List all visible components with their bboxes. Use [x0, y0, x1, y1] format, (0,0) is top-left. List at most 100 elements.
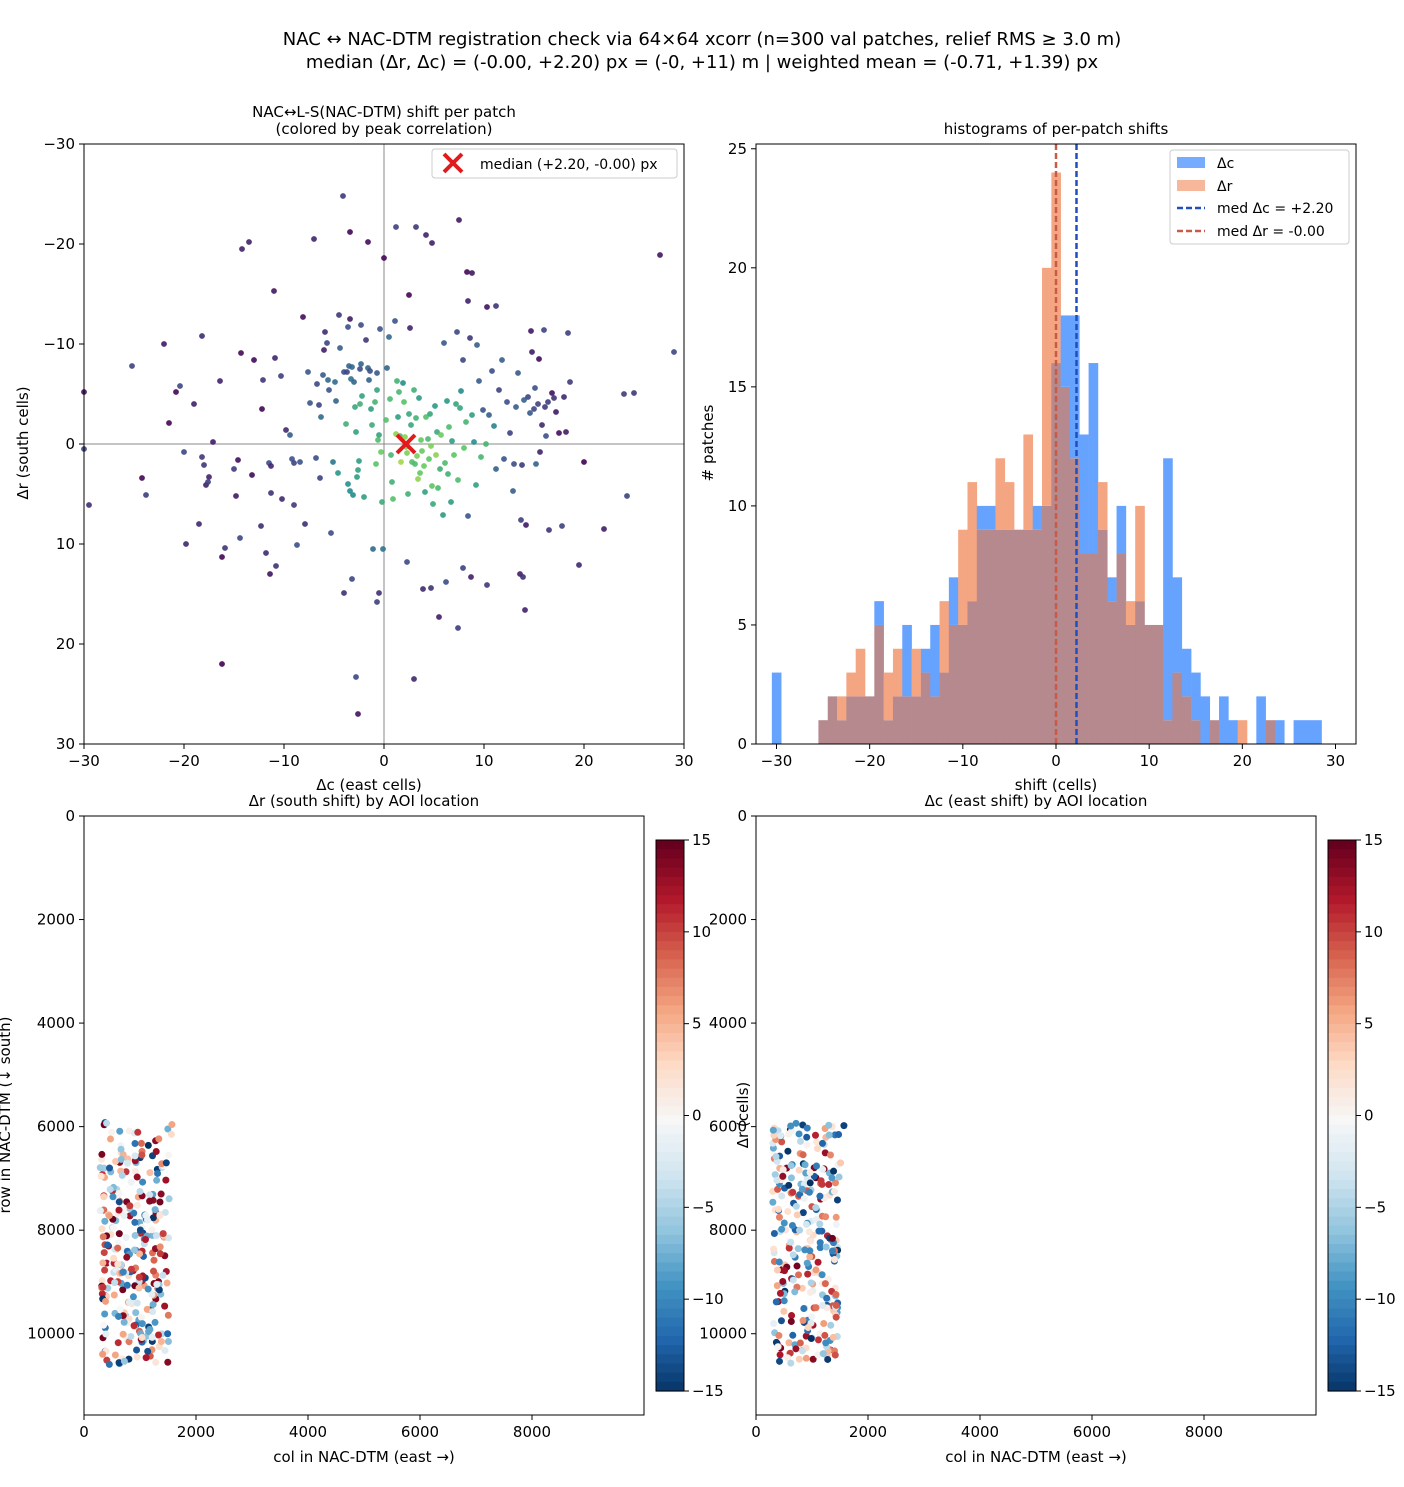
scatter-point	[388, 452, 394, 458]
scatter-point	[183, 541, 189, 547]
scatter-point	[406, 411, 412, 417]
map-dr-colorbar-step	[656, 986, 684, 997]
scatter-point	[328, 530, 334, 536]
hist-bar-overlap	[1265, 720, 1276, 744]
map-dc-point	[832, 1301, 840, 1309]
scatter-point	[206, 474, 212, 480]
scatter-point	[291, 460, 297, 466]
scatter-point	[528, 328, 534, 334]
scatter-point	[326, 387, 332, 393]
map-dc-cbar-tick-label: −10	[1364, 1290, 1396, 1308]
map-dc-point	[770, 1230, 778, 1238]
map-dc-point	[784, 1208, 792, 1216]
map-dc-point	[806, 1288, 814, 1296]
map-dc-point	[812, 1304, 820, 1312]
hist-bar-dc	[1256, 696, 1266, 744]
scatter-point	[520, 574, 526, 580]
scatter-point	[408, 422, 414, 428]
map-dc-point	[777, 1132, 785, 1140]
hist-bar-overlap	[837, 720, 847, 744]
scatter-point	[345, 481, 351, 487]
map-dc-point	[804, 1324, 812, 1332]
hist-bar-overlap	[1042, 505, 1052, 744]
scatter-point	[417, 470, 423, 476]
hist-bar-dc	[1079, 434, 1089, 554]
scatter-point	[404, 450, 410, 456]
scatter-point	[515, 370, 521, 376]
map-dr-point	[123, 1281, 131, 1289]
map-dr-point	[153, 1280, 161, 1288]
scatter-point	[344, 369, 350, 375]
scatter-point	[86, 502, 92, 508]
scatter-point	[260, 377, 266, 383]
scatter-point	[563, 429, 569, 435]
map-dc-point	[772, 1298, 780, 1306]
scatter-point	[449, 438, 455, 444]
map-dc-colorbar-step	[1328, 977, 1356, 988]
map-dc-point	[785, 1244, 793, 1252]
map-dc-point	[774, 1205, 782, 1213]
map-dr-point	[97, 1172, 105, 1180]
map-dr-point	[114, 1339, 122, 1347]
hist-bar-overlap	[1060, 386, 1071, 744]
hist-bar-dc	[1088, 363, 1099, 554]
scatter-point	[377, 326, 383, 332]
hist-bar-dc	[1060, 315, 1071, 387]
map-dc-point	[827, 1321, 835, 1329]
map-dc-point	[779, 1166, 787, 1174]
map-dc-point	[833, 1196, 841, 1204]
hist-bar-overlap	[846, 696, 856, 744]
map-dc-colorbar-step	[1328, 1023, 1356, 1034]
scatter-point	[533, 461, 539, 467]
map-dr-point	[116, 1127, 124, 1135]
scatter-point	[456, 217, 462, 223]
scatter-point	[443, 579, 449, 585]
map-dc-point	[806, 1168, 814, 1176]
scatter-point	[395, 414, 401, 420]
map-dr-point	[101, 1266, 109, 1274]
map-dr-point	[150, 1267, 158, 1275]
hist-bar-overlap	[1181, 696, 1192, 744]
map-dr-point	[146, 1197, 154, 1205]
map-dr-colorbar-step	[656, 876, 684, 887]
scatter-xtick-label: −20	[168, 752, 200, 770]
scatter-point	[374, 599, 380, 605]
scatter-point	[332, 379, 338, 385]
map-dr-colorbar-step	[656, 1372, 684, 1383]
map-dr-colorbar-step	[656, 1170, 684, 1181]
scatter-point	[523, 522, 529, 528]
map-dr-colorbar: −15 −10 −5 0 5 10 15	[655, 831, 724, 1400]
map-dr-xtick-label: 0	[79, 1423, 89, 1441]
hist-bar-overlap	[883, 720, 894, 744]
scatter-point	[400, 380, 406, 386]
scatter-point	[468, 574, 474, 580]
scatter-point	[199, 454, 205, 460]
map-dr-point	[102, 1330, 110, 1338]
map-dc-point	[802, 1354, 810, 1362]
map-dc-point	[779, 1172, 787, 1180]
map-dr-colorbar-step	[656, 1345, 684, 1355]
scatter-point	[272, 355, 278, 361]
scatter-point	[349, 576, 355, 582]
map-dr-colorbar-step	[656, 1253, 684, 1264]
map-dc-point	[816, 1192, 824, 1200]
scatter-point	[320, 372, 326, 378]
scatter-point	[317, 475, 323, 481]
map-dr-point	[152, 1358, 160, 1366]
map-dc-point	[791, 1288, 799, 1296]
scatter-xtick-label: 20	[574, 752, 593, 770]
scatter-point	[404, 559, 410, 565]
map-dc-point	[800, 1195, 808, 1203]
map-dc-point	[770, 1320, 778, 1328]
map-dr-point	[106, 1164, 114, 1172]
map-dr-colorbar-step	[656, 959, 684, 970]
map-dr-point	[156, 1243, 164, 1251]
scatter-point	[471, 439, 477, 445]
scatter-point	[273, 563, 279, 569]
scatter-point	[428, 585, 434, 591]
map-dr-colorbar-step	[656, 840, 684, 850]
map-dr-point	[127, 1178, 135, 1186]
map-dc-panel: Δc (east shift) by AOI location 0 2000 400…	[699, 792, 1395, 1466]
map-dc-point	[777, 1317, 785, 1325]
map-dr-point	[131, 1218, 139, 1226]
